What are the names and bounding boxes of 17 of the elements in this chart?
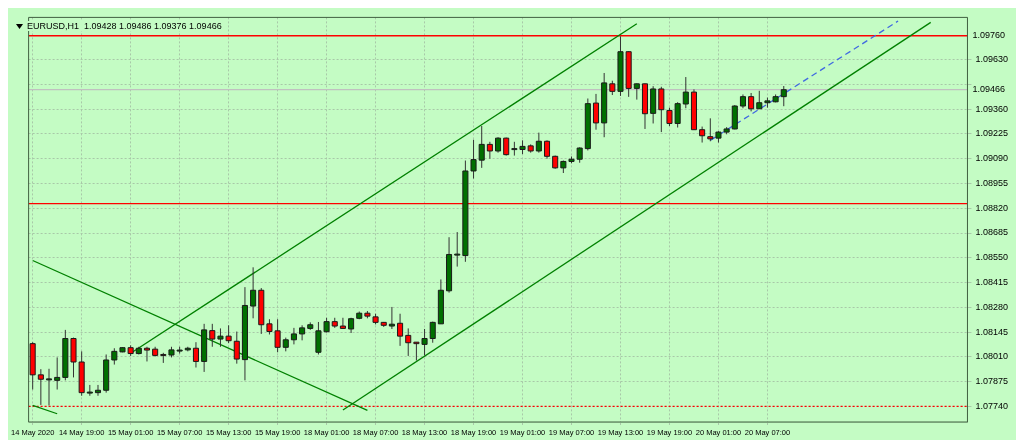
y-tick-label: 1.08955 [975,177,1009,188]
y-tick-label: 1.08685 [975,227,1009,238]
y-tick-label: 1.08550 [975,252,1009,263]
y-tick-label: 1.09360 [975,103,1009,114]
y-tick-label: 1.09090 [975,153,1009,164]
y-tick-label: 1.09225 [975,128,1009,139]
y-tick-label: 1.08010 [975,351,1009,362]
y-tick-label: 1.08280 [975,301,1009,312]
ref-line-label: 1.09760 [972,30,1006,41]
ref-line-label: 1.09466 [972,84,1006,95]
y-tick-label: 1.07740 [975,400,1009,411]
y-tick-label: 1.07875 [975,376,1009,387]
chart-title: EURUSD,H1 1.09428 1.09486 1.09376 1.09466 [27,21,222,31]
y-tick-label: 1.09630 [975,54,1009,65]
y-tick-label: 1.08415 [975,277,1009,288]
y-tick-label: 1.08145 [975,326,1009,337]
y-tick-label: 1.08820 [975,202,1009,213]
